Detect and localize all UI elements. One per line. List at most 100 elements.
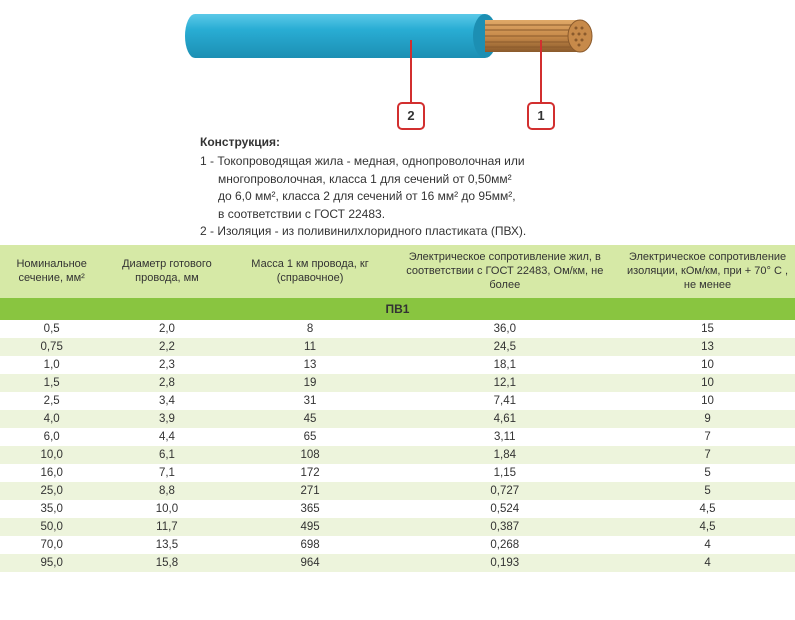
spec-table: Номинальное сечение, мм²Диаметр готового… bbox=[0, 245, 795, 572]
table-cell: 6,1 bbox=[103, 446, 230, 464]
table-cell: 4 bbox=[620, 554, 795, 572]
construction-title: Конструкция: bbox=[200, 134, 526, 151]
table-cell: 0,193 bbox=[390, 554, 621, 572]
table-cell: 4,5 bbox=[620, 518, 795, 536]
table-header-cell: Масса 1 км провода, кг (справочное) bbox=[231, 245, 390, 298]
table-cell: 11,7 bbox=[103, 518, 230, 536]
table-cell: 95,0 bbox=[0, 554, 103, 572]
table-cell: 3,11 bbox=[390, 428, 621, 446]
table-cell: 108 bbox=[231, 446, 390, 464]
table-cell: 0,387 bbox=[390, 518, 621, 536]
construction-line: 1 - Токопроводящая жила - медная, однопр… bbox=[200, 153, 526, 170]
table-row: 0,52,0836,015 bbox=[0, 320, 795, 338]
table-cell: 15 bbox=[620, 320, 795, 338]
table-row: 2,53,4317,4110 bbox=[0, 392, 795, 410]
table-cell: 24,5 bbox=[390, 338, 621, 356]
construction-text: Конструкция: 1 - Токопроводящая жила - м… bbox=[200, 134, 526, 240]
construction-line: до 6,0 мм², класса 2 для сечений от 16 м… bbox=[200, 188, 526, 205]
table-cell: 11 bbox=[231, 338, 390, 356]
table-cell: 10 bbox=[620, 392, 795, 410]
table-cell: 4,4 bbox=[103, 428, 230, 446]
table-cell: 2,3 bbox=[103, 356, 230, 374]
table-subheader: ПВ1 bbox=[0, 298, 795, 320]
table-cell: 698 bbox=[231, 536, 390, 554]
table-cell: 31 bbox=[231, 392, 390, 410]
table-row: 6,04,4653,117 bbox=[0, 428, 795, 446]
construction-line: в соответствии с ГОСТ 22483. bbox=[200, 206, 526, 223]
table-header-cell: Диаметр готового провода, мм bbox=[103, 245, 230, 298]
table-cell: 4 bbox=[620, 536, 795, 554]
table-cell: 3,4 bbox=[103, 392, 230, 410]
table-cell: 8 bbox=[231, 320, 390, 338]
callout-line-1 bbox=[540, 40, 542, 102]
table-cell: 964 bbox=[231, 554, 390, 572]
table-row: 1,52,81912,110 bbox=[0, 374, 795, 392]
table-header-cell: Электрическое сопротивление изоляции, кО… bbox=[620, 245, 795, 298]
table-row: 95,015,89640,1934 bbox=[0, 554, 795, 572]
table-cell: 4,5 bbox=[620, 500, 795, 518]
wire-svg bbox=[0, 0, 795, 90]
table-cell: 271 bbox=[231, 482, 390, 500]
table-cell: 3,9 bbox=[103, 410, 230, 428]
table-cell: 13,5 bbox=[103, 536, 230, 554]
table-cell: 7,1 bbox=[103, 464, 230, 482]
table-row: 35,010,03650,5244,5 bbox=[0, 500, 795, 518]
table-cell: 45 bbox=[231, 410, 390, 428]
table-cell: 10,0 bbox=[0, 446, 103, 464]
table-cell: 7,41 bbox=[390, 392, 621, 410]
table-cell: 8,8 bbox=[103, 482, 230, 500]
table-cell: 10,0 bbox=[103, 500, 230, 518]
table-cell: 25,0 bbox=[0, 482, 103, 500]
table-row: 0,752,21124,513 bbox=[0, 338, 795, 356]
table-row: 16,07,11721,155 bbox=[0, 464, 795, 482]
table-cell: 4,61 bbox=[390, 410, 621, 428]
table-cell: 1,0 bbox=[0, 356, 103, 374]
table-cell: 365 bbox=[231, 500, 390, 518]
construction-line: многопроволочная, класса 1 для сечений о… bbox=[200, 171, 526, 188]
table-cell: 13 bbox=[231, 356, 390, 374]
table-cell: 18,1 bbox=[390, 356, 621, 374]
table-cell: 35,0 bbox=[0, 500, 103, 518]
table-cell: 2,0 bbox=[103, 320, 230, 338]
table-cell: 4,0 bbox=[0, 410, 103, 428]
callout-box-1: 1 bbox=[527, 102, 555, 130]
table-cell: 70,0 bbox=[0, 536, 103, 554]
callout-box-2: 2 bbox=[397, 102, 425, 130]
table-cell: 0,268 bbox=[390, 536, 621, 554]
table-cell: 0,75 bbox=[0, 338, 103, 356]
table-cell: 15,8 bbox=[103, 554, 230, 572]
table-header-cell: Номинальное сечение, мм² bbox=[0, 245, 103, 298]
table-cell: 495 bbox=[231, 518, 390, 536]
table-cell: 0,524 bbox=[390, 500, 621, 518]
table-cell: 7 bbox=[620, 428, 795, 446]
table-subheader-row: ПВ1 bbox=[0, 298, 795, 320]
table-cell: 0,5 bbox=[0, 320, 103, 338]
table-cell: 50,0 bbox=[0, 518, 103, 536]
table-cell: 9 bbox=[620, 410, 795, 428]
table-cell: 36,0 bbox=[390, 320, 621, 338]
table-cell: 13 bbox=[620, 338, 795, 356]
table-cell: 19 bbox=[231, 374, 390, 392]
table-row: 10,06,11081,847 bbox=[0, 446, 795, 464]
callout-line-2 bbox=[410, 40, 412, 102]
table-cell: 10 bbox=[620, 356, 795, 374]
table-cell: 12,1 bbox=[390, 374, 621, 392]
table-cell: 10 bbox=[620, 374, 795, 392]
table-header-row: Номинальное сечение, мм²Диаметр готового… bbox=[0, 245, 795, 298]
table-cell: 0,727 bbox=[390, 482, 621, 500]
table-header-cell: Электрическое сопротивление жил, в соотв… bbox=[390, 245, 621, 298]
table-cell: 1,5 bbox=[0, 374, 103, 392]
table-cell: 65 bbox=[231, 428, 390, 446]
table-cell: 2,5 bbox=[0, 392, 103, 410]
table-cell: 5 bbox=[620, 482, 795, 500]
table-cell: 1,15 bbox=[390, 464, 621, 482]
table-cell: 6,0 bbox=[0, 428, 103, 446]
table-cell: 7 bbox=[620, 446, 795, 464]
table-cell: 16,0 bbox=[0, 464, 103, 482]
table-cell: 172 bbox=[231, 464, 390, 482]
table-row: 4,03,9454,619 bbox=[0, 410, 795, 428]
wire-diagram: 2 1 Конструкция: 1 - Токопроводящая жила… bbox=[0, 0, 795, 245]
table-cell: 2,8 bbox=[103, 374, 230, 392]
table-cell: 2,2 bbox=[103, 338, 230, 356]
table-row: 1,02,31318,110 bbox=[0, 356, 795, 374]
